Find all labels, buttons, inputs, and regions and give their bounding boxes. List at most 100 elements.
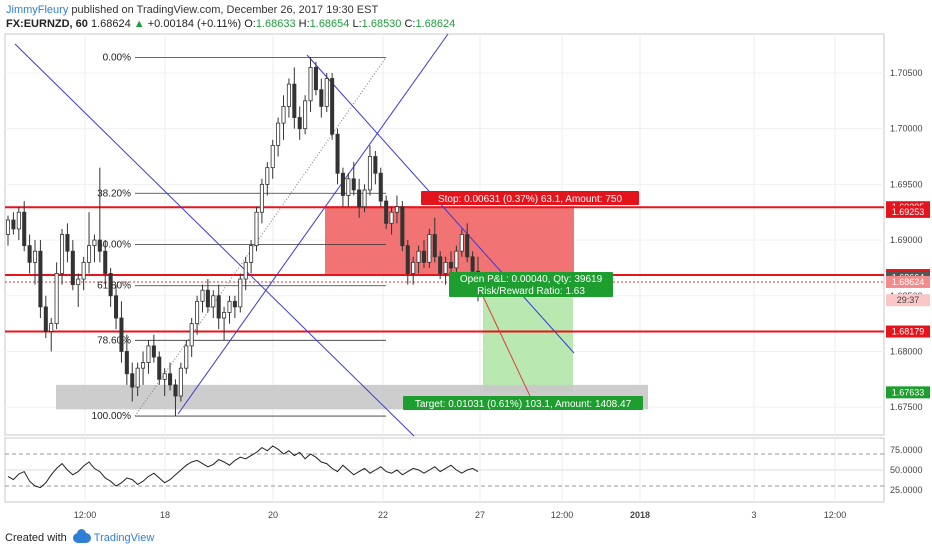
x-tick-label: 27 [475,510,485,520]
created-with-label: Created with [5,532,67,544]
x-tick-label: 12:00 [824,510,847,520]
last-price: 1.68624 [90,18,131,30]
change-value: +0.00184 (+0.11%) [147,18,242,30]
candle-body [346,178,351,196]
y-tick-label: 1.68000 [890,346,923,356]
candle-body [222,312,227,319]
candle-body [5,219,11,235]
candle-body [92,239,97,247]
candle-body [227,300,232,313]
candle-body [216,295,221,319]
candle-body [87,245,92,263]
candle-body [141,362,146,369]
candle-body [119,317,124,352]
candle-body [454,250,459,269]
candle-body [49,323,54,332]
candle-body [340,172,345,196]
candle-body [394,206,399,213]
candle-body [448,261,454,269]
candle-body [465,234,470,258]
candle-body [200,289,205,302]
symbol-label: FX:EURNZD, 60 [6,18,88,30]
low-label: L: [352,18,362,30]
candle-body [427,234,432,263]
projection-line [479,289,531,397]
rr-label: Risk/Reward Ratio: 1.63 [477,286,585,297]
x-tick-label: 20 [268,510,278,520]
close-value: 1.68624 [415,18,456,30]
candle-body [65,234,70,252]
candle-body [130,373,135,388]
tradingview-cloud-icon [72,529,91,543]
price-axis-tag-label: 1.68179 [892,327,925,337]
candle-body [313,67,318,91]
candle-body [259,183,264,213]
candle-body [351,178,356,191]
candle-body [324,78,329,107]
candle-body [276,122,281,146]
publish-info: JimmyFleury published on TradingView.com… [6,4,378,16]
candle-body [378,172,383,202]
candle-body [470,256,475,272]
candle-body [114,295,119,319]
candle-body [373,156,378,174]
candle-body [243,261,248,280]
candle-body [32,250,38,263]
price-axis-tag-label: 1.68624 [892,277,925,287]
candle-body [168,373,173,386]
stop-label: Stop: 0.00631 (0.37%) 63.1, Amount: 750 [438,194,622,205]
open-value: 1.68633 [255,18,296,30]
x-tick-label: 3 [751,510,756,520]
candle-body [281,106,286,124]
tradingview-logo[interactable]: TradingView [72,529,154,544]
fib-level-label: 50.00% [97,240,131,251]
rsi-tick-label: 75.0000 [890,445,923,455]
candle-body [146,345,151,363]
x-tick-label: 12:00 [551,510,574,520]
candle-body [22,211,27,247]
candle-body [189,323,194,347]
pnl-label-box [449,272,613,285]
high-label: H: [298,18,310,30]
rr-label-box [449,284,613,297]
fib-trend-line [134,57,387,417]
candle-body [254,211,259,247]
candle-body [438,256,443,274]
candle-body [330,78,335,135]
author-link[interactable]: JimmyFleury [6,4,69,16]
footer: Created with TradingView [5,529,154,544]
fib-level-label: 100.00% [92,411,132,422]
candle-body [124,351,129,375]
price-axis-tag-label: 1.69253 [892,207,925,217]
fib-level-label: 0.00% [103,52,131,63]
x-tick-label: 2018 [630,510,650,520]
target-label: Target: 0.01031 (0.61%) 103.1, Amount: 1… [415,399,632,410]
candle-body [103,250,108,274]
candle-body [319,89,324,107]
candle-body [157,356,162,380]
x-tick-label: 18 [160,510,170,520]
candle-body [76,278,81,286]
candle-body [151,345,156,358]
fib-level-label: 78.60% [97,335,131,346]
candle-body [357,189,362,208]
candle-body [97,239,102,252]
y-tick-label: 1.70500 [890,68,923,78]
candle-body [16,211,21,230]
candle-body [70,250,75,286]
price-axis-tag-label: 1.67633 [892,387,925,397]
candle-body [362,189,367,208]
y-tick-label: 1.70000 [890,124,923,134]
candle-body [303,100,308,130]
candle-body [421,250,426,263]
pnl-label: Open P&L: 0.00040, Qty: 39619 [460,274,603,285]
candle-body [135,367,140,388]
candle-body [43,306,48,332]
candle-body [265,167,270,185]
rsi-series-line [7,445,479,489]
candle-body [54,273,59,325]
price-axis-tag [886,386,930,399]
candle-body [249,245,254,263]
candle-body [459,234,464,252]
